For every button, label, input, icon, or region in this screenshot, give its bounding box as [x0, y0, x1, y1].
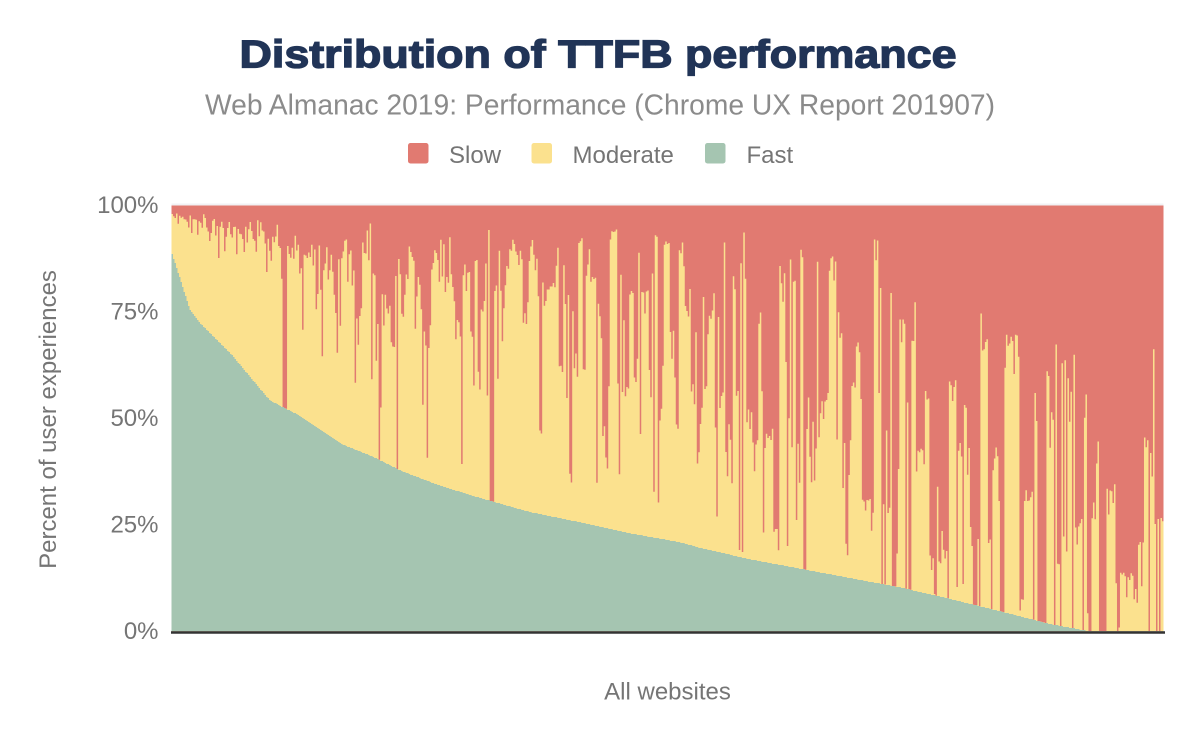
svg-text:0%: 0%	[124, 618, 159, 645]
svg-text:50%: 50%	[110, 405, 158, 432]
svg-text:Distribution of TTFB performan: Distribution of TTFB performance	[240, 34, 957, 77]
svg-text:Slow: Slow	[449, 142, 502, 169]
svg-text:All websites: All websites	[604, 679, 731, 706]
svg-text:25%: 25%	[110, 512, 158, 539]
svg-text:Fast: Fast	[747, 142, 794, 169]
svg-text:Web Almanac 2019: Performance: Web Almanac 2019: Performance (Chrome UX…	[205, 90, 995, 122]
svg-text:75%: 75%	[110, 299, 158, 326]
svg-text:100%: 100%	[97, 192, 158, 219]
svg-text:Moderate: Moderate	[573, 142, 674, 169]
svg-text:Percent of user experiences: Percent of user experiences	[35, 270, 62, 569]
